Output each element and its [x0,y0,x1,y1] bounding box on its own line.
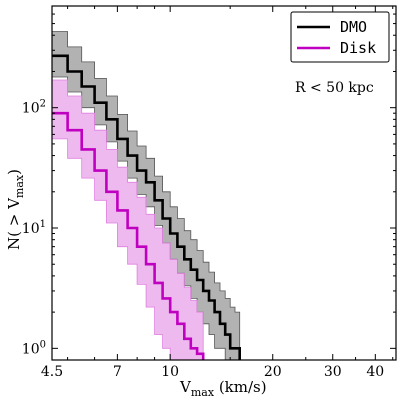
series-line-dmo [52,54,241,360]
y-tick-label: 100 [22,339,46,357]
legend-box [290,11,390,63]
y-tick-label: 101 [22,219,46,237]
x-tick-label: 40 [366,364,384,380]
legend: DMO Disk [290,11,390,63]
legend-label-disk: Disk [340,39,376,57]
series-lines [52,54,241,360]
legend-label-dmo: DMO [340,18,367,36]
band-dmo [51,31,241,361]
x-tick-label: 7 [113,364,122,380]
uncertainty-bands [51,31,241,361]
annotation: R < 50 kpc [295,80,374,96]
plot-frame [51,5,397,361]
series-line-disk [52,111,205,360]
x-tick-label: 4.5 [41,364,63,380]
y-axis-label: N( > Vmax) [5,169,26,250]
x-axis-ticks: 4.5 7 10 20 30 40 [41,6,394,380]
x-axis-label: Vmax (km/s) [179,378,267,399]
x-tick-label: 10 [161,364,179,380]
y-tick-label: 102 [22,99,46,117]
y-axis-ticks: 100 101 102 [22,5,396,357]
x-tick-label: 20 [264,364,282,380]
x-tick-label: 30 [324,364,342,380]
